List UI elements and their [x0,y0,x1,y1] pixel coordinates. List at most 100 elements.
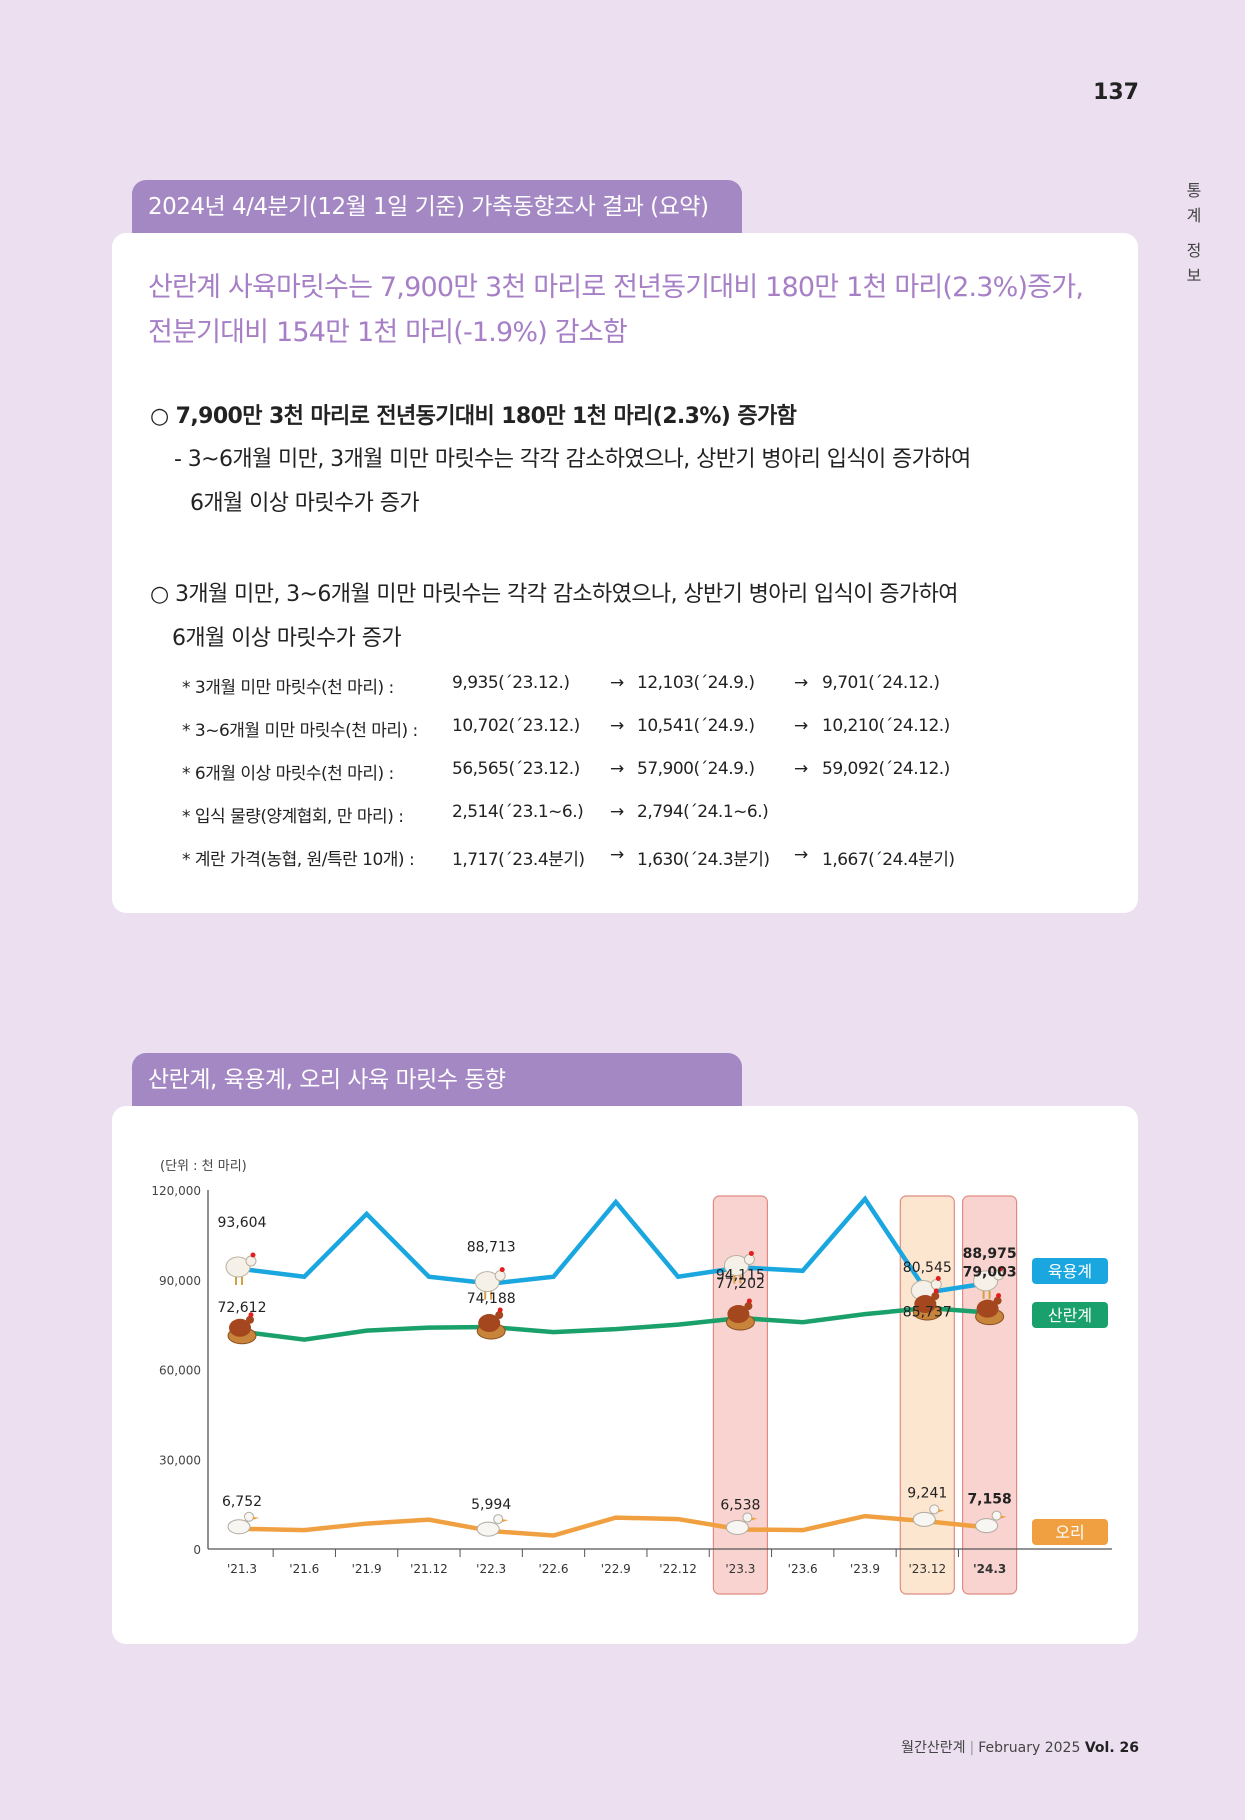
broiler-icon [225,1256,251,1278]
magazine-name: 월간산란계 [901,1740,966,1756]
duck-head-icon [244,1511,254,1522]
stat-value: 56,565(´23.12.) [452,759,580,779]
summary-card: 산란계 사육마릿수는 7,900만 3천 마리로 전년동기대비 180만 1천 … [112,233,1138,913]
hen-comb-icon [248,1312,254,1318]
data-label: 5,994 [471,1497,511,1513]
hen-head-icon [993,1296,1002,1305]
legend-label: 오리 [1055,1523,1084,1542]
stat-value: 2,514(´23.1~6.) [452,802,584,822]
broiler-comb-icon [499,1267,505,1273]
hen-head-icon [931,1292,940,1301]
data-label: 88,975 [963,1246,1017,1262]
page-number: 137 [1093,80,1139,105]
arrow-icon: → [794,759,808,779]
hen-head-icon [744,1302,753,1311]
x-tick-label: '24.3 [973,1562,1006,1576]
hen-icon [478,1314,501,1333]
broiler-icon [723,1254,749,1276]
x-tick-label: '22.3 [476,1562,506,1576]
duck-icon [912,1511,936,1527]
highlight-band [961,1195,1018,1595]
summary-tab-title: 2024년 4/4분기(12월 1일 기준) 가축동향조사 결과 (요약) [132,180,742,234]
arrow-icon: → [610,673,624,693]
data-label: 6,538 [720,1497,760,1513]
duck-bill-icon [253,1516,259,1520]
x-tick-label: '22.12 [659,1562,697,1576]
x-tick-label: '22.9 [601,1562,631,1576]
issue-date: February 2025 [978,1740,1081,1756]
y-tick-label: 90,000 [159,1274,201,1288]
stat-value: 9,935(´23.12.) [452,673,570,693]
side-section-label: 통 계 정 보 [1182,178,1206,288]
broiler-icon [474,1271,500,1293]
y-tick-label: 0 [193,1543,201,1557]
broiler-comb-icon [250,1252,256,1258]
data-label: 7,158 [967,1492,1011,1508]
bullet-age-groups: ○ 3개월 미만, 3~6개월 미만 마릿수는 각각 감소하였으나, 상반기 병… [150,573,958,661]
x-tick-label: '23.6 [788,1562,818,1576]
hen-head-icon [495,1311,504,1320]
series-line-산란계 [239,1305,992,1342]
unit-label: (단위 : 천 마리) [160,1159,247,1174]
arrow-icon: → [610,759,624,779]
bullet-increase: ○ 7,900만 3천 마리로 전년동기대비 180만 1천 마리(2.3%) … [150,404,797,429]
stat-label: * 3~6개월 미만 마릿수(천 마리) : [182,721,418,741]
legend-badge-오리 [1032,1519,1108,1545]
side-char: 정 [1186,241,1202,260]
x-tick-label: '23.12 [908,1562,946,1576]
trend-tab-title: 산란계, 육용계, 오리 사육 마릿수 동향 [132,1053,742,1107]
series-line-육용계 [239,1195,992,1295]
stat-row: * 입식 물량(양계협회, 만 마리) : 2,514(´23.1~6.) → … [182,802,1082,845]
data-label: 6,752 [222,1494,262,1510]
broiler-comb-icon [998,1266,1004,1272]
x-tick-label: '21.12 [410,1562,448,1576]
hen-icon [727,1305,750,1324]
side-char: 보 [1186,266,1202,285]
hen-icon [976,1299,999,1318]
highlight-band [712,1195,769,1595]
duck-head-icon [991,1510,1002,1521]
x-tick-label: '21.3 [227,1562,257,1576]
x-tick-label: '23.3 [725,1562,755,1576]
duck-bill-icon [1000,1515,1007,1519]
trend-chart: (단위 : 천 마리) 0 30,000 60,000 90,000 120,000 '21… [151,1159,1112,1595]
broiler-head-icon [245,1255,257,1267]
stat-value: 1,667(´24.4분기) [822,850,955,870]
stat-value: 10,541(´24.9.) [637,716,755,736]
data-label: 80,545 [903,1260,952,1276]
data-label: 72,612 [218,1300,267,1316]
stat-value: 10,702(´23.12.) [452,716,580,736]
hen-comb-icon [497,1307,503,1313]
duck-head-icon [929,1504,940,1515]
x-tick-label: '21.9 [352,1562,382,1576]
duck-icon [476,1521,500,1537]
detail-line: 6개월 이상 마릿수가 증가 [190,491,420,516]
y-tick-label: 60,000 [159,1364,201,1378]
stat-label: * 6개월 이상 마릿수(천 마리) : [182,764,394,784]
y-tick-label: 120,000 [151,1184,201,1198]
data-label: 79,003 [963,1265,1017,1281]
stat-value: 2,794(´24.1~6.) [637,802,769,822]
stats-list: * 3개월 미만 마릿수(천 마리) : 9,935(´23.12.) → 12… [182,673,1082,888]
arrow-icon: → [610,802,624,822]
trend-chart-card: (단위 : 천 마리) 0 30,000 60,000 90,000 120,000 '21… [112,1106,1138,1644]
data-label: 9,241 [907,1485,947,1501]
duck-bill-icon [938,1509,945,1513]
stat-row: * 6개월 이상 마릿수(천 마리) : 56,565(´23.12.) → 5… [182,759,1082,802]
arrow-icon: → [610,845,624,865]
side-char: 계 [1186,206,1202,225]
stat-value: 9,701(´24.12.) [822,673,940,693]
data-label: 74,188 [467,1291,516,1307]
stat-value: 10,210(´24.12.) [822,716,950,736]
series-line-오리 [239,1513,992,1538]
bullet-line: 6개월 이상 마릿수가 증가 [172,626,402,651]
highlight-band [899,1195,955,1595]
broiler-head-icon [494,1270,506,1282]
stat-value: 1,630(´24.3분기) [637,850,770,870]
broiler-comb-icon [935,1276,941,1282]
broiler-head-icon [743,1253,755,1265]
hen-comb-icon [996,1293,1002,1299]
arrow-icon: → [794,673,808,693]
x-tick-label: '22.6 [538,1562,568,1576]
y-tick-label: 30,000 [159,1453,201,1467]
